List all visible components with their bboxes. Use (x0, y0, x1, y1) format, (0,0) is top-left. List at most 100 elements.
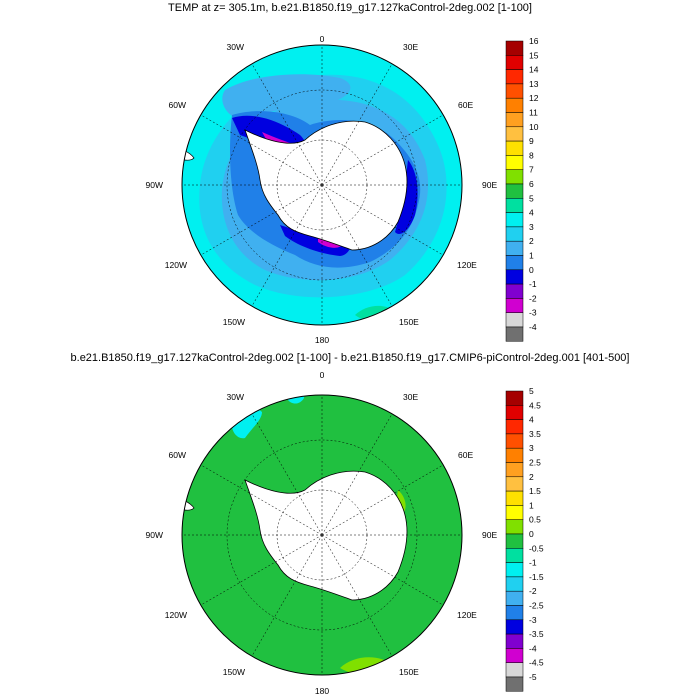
bottom-lon-label-120w: 120W (165, 610, 187, 620)
top-lon-label-30e: 30E (403, 42, 418, 52)
top-lon-label-60w: 60W (169, 100, 186, 110)
top-colorbar-box (505, 326, 524, 342)
top-lon-labels: 0 30E 60E 90E 120E 150E 180 150W 120W 90… (146, 34, 498, 345)
bottom-colorbar-label: 1.5 (529, 486, 541, 496)
top-colorbar-label: 13 (529, 79, 539, 89)
bottom-colorbar-label: -0.5 (529, 543, 544, 553)
top-colorbar-label: 4 (529, 208, 534, 218)
top-colorbar-box (505, 69, 524, 85)
top-south-america-tip (182, 144, 195, 161)
bottom-colorbar-box (505, 676, 524, 692)
bottom-colorbar-box (505, 419, 524, 435)
top-lon-label-150w: 150W (223, 317, 245, 327)
bottom-colorbar-box (505, 476, 524, 492)
bottom-colorbar-label: -2.5 (529, 601, 544, 611)
top-lon-label-30w: 30W (227, 42, 244, 52)
bottom-colorbar-label: -4.5 (529, 658, 544, 668)
bottom-colorbar-box (505, 590, 524, 606)
top-colorbar-label: 3 (529, 222, 534, 232)
top-colorbar-label: 15 (529, 50, 539, 60)
bottom-colorbar-label: -4 (529, 643, 537, 653)
bottom-lon-label-150w: 150W (223, 667, 245, 677)
top-lon-label-120e: 120E (457, 260, 477, 270)
top-colorbar-label: 1 (529, 251, 534, 261)
top-colorbar-label: 9 (529, 136, 534, 146)
top-colorbar-label: -1 (529, 279, 537, 289)
top-colorbar-label: 2 (529, 236, 534, 246)
bottom-lon-label-30w: 30W (227, 392, 244, 402)
bottom-colorbar-box (505, 490, 524, 506)
bottom-colorbar-label: 3.5 (529, 429, 541, 439)
top-colorbar-box (505, 126, 524, 142)
bottom-colorbar-box (505, 576, 524, 592)
bottom-colorbar-label: -1.5 (529, 572, 544, 582)
bottom-lon-label-180: 180 (315, 686, 329, 696)
bottom-colorbar-box (505, 519, 524, 535)
bottom-colorbar-box (505, 405, 524, 420)
top-panel-title: TEMP at z= 305.1m, b.e21.B1850.f19_g17.1… (168, 2, 532, 14)
bottom-lon-label-30e: 30E (403, 392, 418, 402)
bottom-colorbar-label: 4 (529, 415, 534, 425)
top-colorbar-box (505, 283, 524, 299)
top-colorbar-label: 7 (529, 165, 534, 175)
top-colorbar-label: 0 (529, 265, 534, 275)
top-weddell-lobe (222, 74, 351, 120)
bottom-antarctica-landmass (244, 470, 408, 601)
bottom-colorbar-label: 5 (529, 386, 534, 396)
top-colorbar-box (505, 198, 524, 213)
bottom-colorbar-label: -3.5 (529, 629, 544, 639)
bottom-colorbar-box (505, 648, 524, 663)
top-colorbar-box (505, 183, 524, 199)
bottom-colorbar-label: -2 (529, 586, 537, 596)
top-polar-map: 0 30E 60E 90E 120E 150E 180 150W 120W 90… (146, 34, 498, 345)
top-colorbar-label: 10 (529, 122, 539, 132)
top-coastal-cold-ross (280, 225, 351, 256)
top-colorbar-box (505, 298, 524, 313)
top-graticule (182, 45, 462, 325)
top-lon-label-0: 0 (320, 34, 325, 44)
top-lon-label-180: 180 (315, 335, 329, 345)
top-colorbar-label: 5 (529, 193, 534, 203)
bottom-south-america-tip (182, 494, 195, 511)
bottom-colorbar-label: -5 (529, 672, 537, 682)
bottom-lon-label-60w: 60W (169, 450, 186, 460)
bottom-colorbar-label: -3 (529, 615, 537, 625)
top-colorbar-box (505, 155, 524, 170)
top-colorbar-box (505, 255, 524, 271)
bottom-colorbar-label: 2 (529, 472, 534, 482)
top-colorbar-box (505, 83, 524, 99)
top-colorbar-box (505, 169, 524, 185)
bottom-colorbar-box (505, 619, 524, 635)
bottom-lon-label-90w: 90W (146, 530, 163, 540)
top-colorbar-label: 8 (529, 150, 534, 160)
top-lon-label-60e: 60E (458, 100, 473, 110)
bottom-lon-label-90e: 90E (482, 530, 497, 540)
bottom-colorbar-box (505, 433, 524, 449)
top-colorbar-label: 14 (529, 65, 539, 75)
top-colorbar-box (505, 226, 524, 242)
top-colorbar-label: -4 (529, 322, 537, 332)
top-colorbar-box (505, 240, 524, 256)
top-colorbar-label: -3 (529, 308, 537, 318)
top-lon-label-120w: 120W (165, 260, 187, 270)
bottom-lon-label-60e: 60E (458, 450, 473, 460)
bottom-polar-map: 0 30E 60E 90E 120E 150E 180 150W 120W 90… (146, 370, 498, 696)
top-colorbar-box (505, 140, 524, 156)
top-colorbar-label: 16 (529, 36, 539, 46)
top-colorbar-label: 12 (529, 93, 539, 103)
bottom-lon-label-0: 0 (320, 370, 325, 380)
bottom-colorbar-box (505, 533, 524, 549)
top-colorbar-label: -2 (529, 293, 537, 303)
bottom-colorbar-box (505, 462, 524, 478)
bottom-map-border (181, 394, 463, 676)
bottom-colorbar-label: 0.5 (529, 515, 541, 525)
top-lon-label-150e: 150E (399, 317, 419, 327)
bottom-colorbar-label: 4.5 (529, 400, 541, 410)
bottom-colorbar-box (505, 662, 524, 678)
top-colorbar-box (505, 312, 524, 328)
bottom-colorbar-label: 2.5 (529, 458, 541, 468)
bottom-colorbar-box (505, 447, 524, 463)
top-colorbar-box (505, 212, 524, 228)
